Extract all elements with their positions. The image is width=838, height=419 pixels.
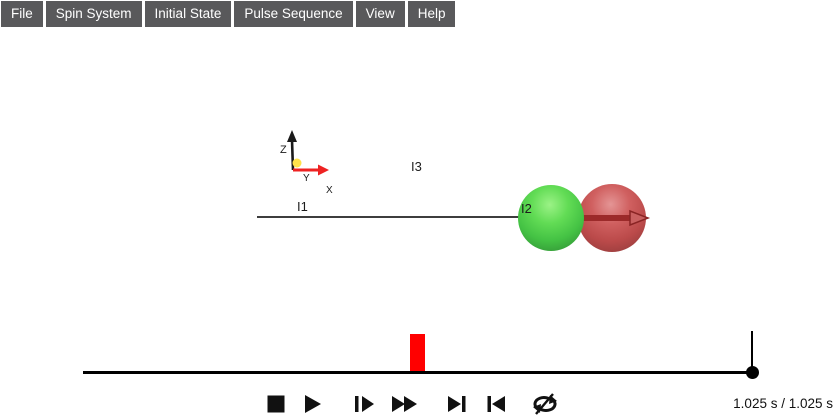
playhead-handle[interactable]	[746, 366, 759, 379]
step-forward-button[interactable]	[355, 393, 374, 415]
stop-square-icon	[267, 395, 285, 413]
spin-label-i3: I3	[411, 159, 422, 174]
fast-forward-icon	[392, 396, 417, 412]
stop-button[interactable]	[267, 393, 285, 415]
menu-file[interactable]: File	[1, 1, 43, 27]
axis-label-y: Y	[303, 173, 310, 184]
timeline-track[interactable]	[83, 371, 755, 374]
spin-label-i2: I2	[521, 201, 532, 216]
skip-to-end-icon	[448, 396, 466, 412]
magnetization-arrow-icon	[580, 209, 651, 227]
play-button[interactable]	[304, 393, 322, 415]
spin-i1-baseline	[257, 216, 587, 218]
fast-forward-button[interactable]	[391, 393, 419, 415]
skip-to-start-icon	[487, 396, 505, 412]
spin-label-i1: I1	[297, 199, 308, 214]
menu-initial-state[interactable]: Initial State	[144, 1, 232, 27]
menu-help[interactable]: Help	[407, 1, 456, 27]
coordinate-axes-icon	[287, 130, 329, 176]
axis-label-x: X	[326, 185, 333, 196]
playhead-line	[751, 331, 753, 369]
spin-3d-view[interactable]: Z Y X I1 I3 I2	[0, 27, 838, 307]
menu-bar: File Spin System Initial State Pulse Seq…	[1, 1, 456, 27]
skip-to-end-button[interactable]	[447, 393, 467, 415]
menu-view[interactable]: View	[355, 1, 405, 27]
menu-spin-system[interactable]: Spin System	[45, 1, 142, 27]
skip-to-start-button[interactable]	[486, 393, 506, 415]
axis-label-z: Z	[280, 144, 287, 156]
menu-pulse-sequence[interactable]: Pulse Sequence	[234, 1, 353, 27]
y-axis-dot-icon	[292, 158, 302, 168]
time-display: 1.025 s / 1.025 s	[733, 396, 833, 411]
green-spin-sphere	[518, 185, 584, 251]
loop-toggle-button[interactable]	[531, 393, 559, 415]
step-forward-icon	[355, 396, 374, 412]
loop-disabled-icon	[533, 393, 557, 415]
play-triangle-icon	[305, 395, 321, 413]
pulse-block	[410, 334, 425, 372]
